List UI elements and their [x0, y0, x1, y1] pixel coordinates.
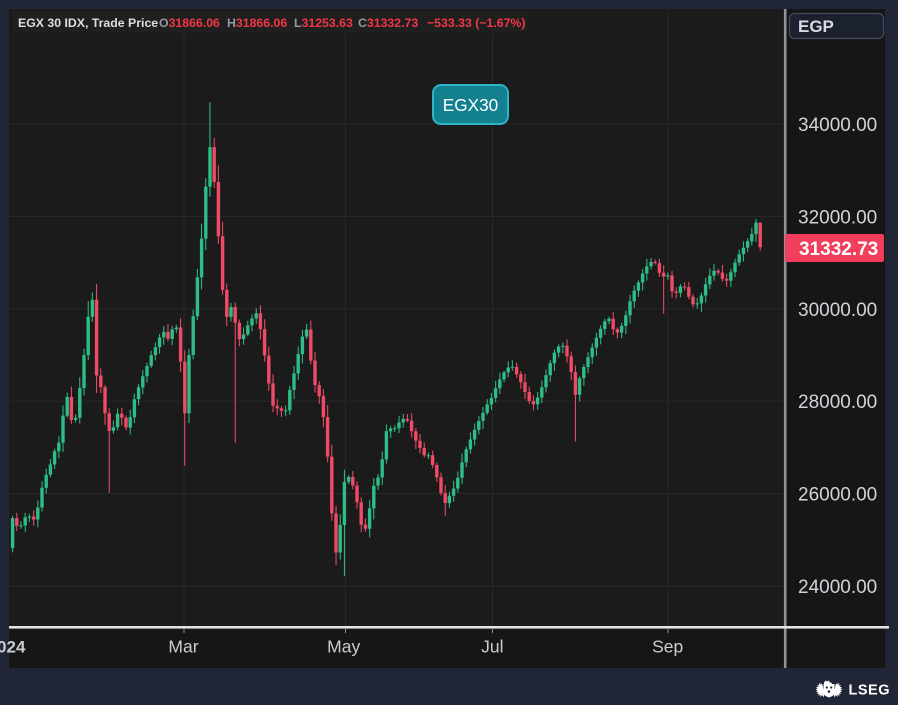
svg-text:Mar: Mar [168, 637, 198, 657]
svg-text:EGX 30 IDX, Trade Price: EGX 30 IDX, Trade Price [18, 16, 158, 30]
svg-text:24000.00: 24000.00 [798, 577, 877, 598]
svg-text:28000.00: 28000.00 [798, 392, 877, 413]
svg-text:2024: 2024 [0, 638, 26, 657]
svg-text:L31253.63: L31253.63 [294, 16, 353, 30]
svg-text:O31866.06: O31866.06 [159, 16, 220, 30]
svg-text:26000.00: 26000.00 [798, 485, 877, 506]
svg-text:Sep: Sep [652, 637, 683, 657]
svg-text:LSEG: LSEG [849, 683, 890, 699]
svg-text:H31866.06: H31866.06 [227, 16, 287, 30]
svg-text:Jul: Jul [481, 637, 503, 657]
svg-text:32000.00: 32000.00 [798, 207, 877, 228]
svg-text:EGP: EGP [798, 17, 834, 36]
svg-text:May: May [327, 637, 360, 657]
svg-text:EGX30: EGX30 [443, 95, 498, 115]
svg-text:30000.00: 30000.00 [798, 300, 877, 321]
svg-text:C31332.73: C31332.73 [358, 16, 418, 30]
svg-text:−533.33 (−1.67%): −533.33 (−1.67%) [427, 16, 525, 30]
svg-text:31332.73: 31332.73 [799, 239, 878, 260]
svg-text:34000.00: 34000.00 [798, 115, 877, 136]
